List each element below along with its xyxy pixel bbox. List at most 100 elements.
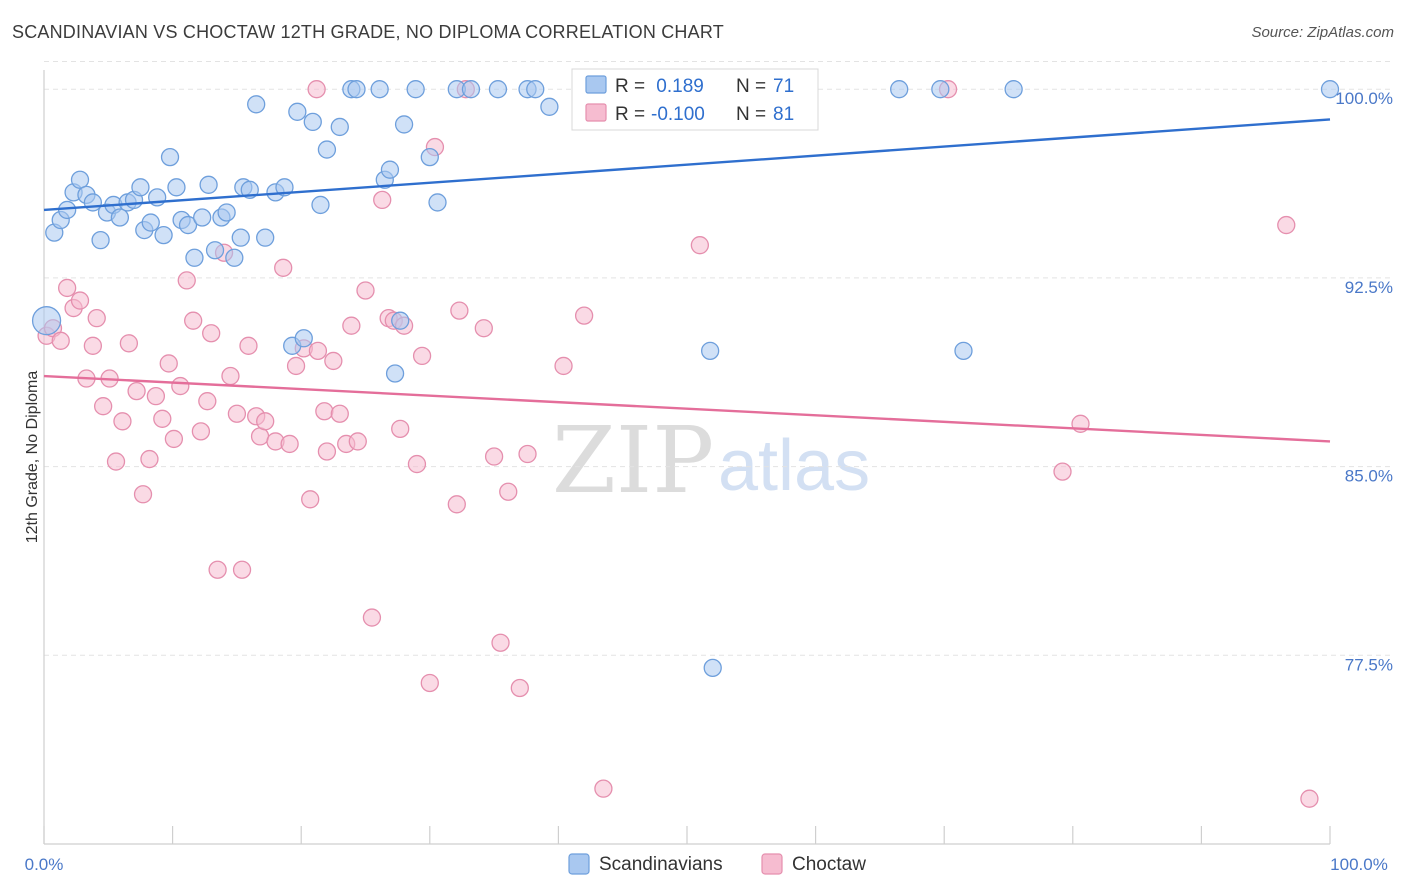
choctaw-point [574, 306, 594, 325]
choctaw-point [324, 351, 343, 371]
scandinavian-point [385, 364, 405, 383]
choctaw-point [450, 301, 469, 320]
scandinavian-point [294, 329, 313, 348]
legend-n-label: N = [736, 104, 766, 125]
choctaw-point [133, 485, 153, 504]
choctaw-point [227, 404, 247, 423]
choctaw-point [184, 311, 203, 330]
scandinavian-point [488, 80, 508, 99]
choctaw-point [171, 376, 190, 396]
scandinavian-point [193, 208, 212, 227]
scandinavian-swatch [585, 75, 607, 94]
correlation-legend: R = 0.189 N = 71 R = -0.100 N = 81 [571, 68, 819, 131]
scandinavian-point [178, 215, 198, 235]
scandinavian-point [700, 341, 720, 361]
choctaw-point [119, 334, 139, 353]
choctaw-point [250, 427, 270, 446]
scandinavian-point [394, 115, 414, 134]
choctaw-point [484, 447, 504, 466]
x-tick-label: 100.0% [1330, 855, 1388, 874]
legend-n-value: 81 [773, 104, 794, 125]
choctaw-point [202, 324, 221, 343]
choctaw-point [447, 495, 466, 514]
scandinavian-point [91, 231, 110, 250]
legend-label-choctaw: Choctaw [792, 854, 866, 875]
choctaw-point [373, 190, 392, 210]
legend-swatch-scandinavians [568, 853, 590, 875]
choctaw-point [159, 354, 178, 373]
choctaw-point [106, 452, 126, 471]
choctaw-point [146, 386, 166, 406]
choctaw-point [83, 336, 103, 355]
choctaw-point [221, 366, 240, 386]
scandinavian-point [311, 195, 330, 215]
scandinavian-point [1320, 80, 1340, 99]
choctaw-trend-line [43, 374, 1331, 443]
scandinavian-point [1004, 80, 1023, 99]
scandinavian-point [540, 97, 559, 116]
choctaw-point [286, 356, 306, 376]
choctaw-point [280, 434, 299, 454]
choctaw-point [315, 402, 334, 421]
y-tick-label: 77.5% [1345, 655, 1393, 674]
scandinavian-point [330, 117, 349, 137]
scandinavian-point [247, 95, 266, 114]
choctaw-point [57, 278, 77, 298]
scandinavian-point [167, 178, 186, 197]
correlation-legend-box [571, 68, 819, 131]
choctaw-point [420, 673, 439, 693]
scandinavian-point [370, 80, 389, 99]
legend-r-value: -0.100 [651, 104, 705, 125]
choctaw-point [362, 608, 382, 627]
choctaw-point [94, 397, 113, 416]
scandinavian-point [205, 241, 225, 260]
choctaw-point [208, 560, 227, 579]
legend-n-value: 71 [773, 76, 794, 97]
series-legend: Scandinavians Choctaw [568, 853, 866, 875]
choctaw-point [301, 490, 320, 509]
legend-swatch-choctaw [761, 853, 783, 875]
scandinavian-point [31, 306, 62, 336]
trend-lines [43, 118, 1331, 443]
y-tick-label: 92.5% [1345, 278, 1393, 297]
scandinavian-point [154, 225, 173, 245]
choctaw-point [140, 449, 159, 469]
choctaw-point [70, 291, 90, 310]
choctaw-point [307, 80, 326, 99]
watermark-zip: ZIP [552, 407, 714, 514]
choctaw-point [317, 442, 337, 461]
y-tick-label: 100.0% [1335, 89, 1393, 108]
choctaw-point [391, 419, 410, 439]
scandinavian-point [461, 80, 481, 99]
y-tick-label: 85.0% [1345, 467, 1393, 486]
choctaw-point [474, 319, 493, 338]
choctaw-point [510, 678, 529, 698]
x-tick-labels: 0.0% 100.0% [25, 855, 1388, 874]
choctaw-point [308, 341, 328, 361]
scandinavian-point [391, 311, 410, 330]
legend-r-value: 0.189 [651, 76, 704, 97]
y-tick-labels: 77.5% 85.0% 92.5% 100.0% [1335, 89, 1393, 674]
choctaw-point [356, 281, 375, 300]
scandinavian-point [225, 248, 244, 267]
scandinavian-point [954, 341, 973, 361]
scandinavian-point [428, 193, 447, 212]
scandinavian-point [317, 140, 337, 159]
scandinavian-point [288, 102, 307, 121]
choctaw-point [499, 482, 518, 501]
choctaw-point [256, 412, 275, 431]
choctaw-swatch [585, 103, 607, 122]
choctaw-point [342, 316, 361, 335]
scandinavian-point [347, 80, 366, 99]
choctaw-point [274, 258, 293, 277]
scandinavian-point [217, 203, 236, 222]
chart-source: Source: ZipAtlas.com [1251, 24, 1394, 41]
scandinavian-point [70, 170, 90, 189]
legend-r-label: R = [615, 76, 645, 97]
y-axis-title: 12th Grade, No Diploma [24, 371, 41, 544]
scandinavian-point [380, 160, 400, 179]
scandinavian-point [131, 178, 150, 197]
x-tick-label: 0.0% [25, 855, 64, 874]
choctaw-point [191, 422, 211, 441]
chart-title: SCANDINAVIAN VS CHOCTAW 12TH GRADE, NO D… [12, 22, 724, 42]
